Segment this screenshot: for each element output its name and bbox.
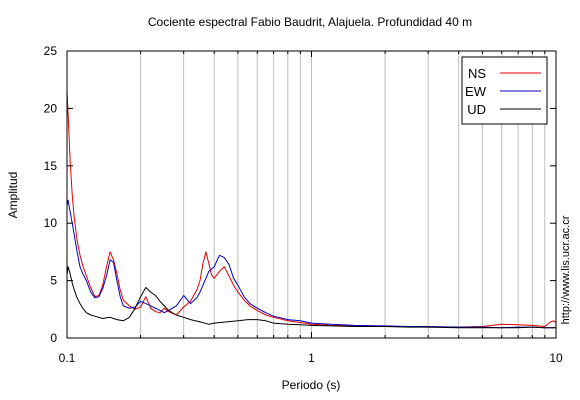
x-tick-label: 0.1 — [59, 351, 76, 365]
series-line-ew — [66, 199, 556, 329]
y-tick-label: 15 — [44, 159, 58, 173]
y-tick-label: 25 — [44, 44, 58, 58]
legend: NS EW UD — [461, 56, 548, 125]
legend-label-ew: EW — [465, 84, 487, 99]
axis-ticks: 0 5 10 15 20 25 0.1 1 10 — [44, 44, 563, 365]
x-tick-label: 10 — [549, 351, 563, 365]
y-tick-label: 0 — [50, 331, 57, 345]
series-lines — [66, 91, 557, 329]
legend-label-ud: UD — [467, 102, 486, 117]
website-url-text: http://www.lis.ucr.ac.cr — [560, 215, 572, 324]
x-tick-label: 1 — [308, 351, 315, 365]
gridlines — [140, 51, 546, 338]
y-axis-label: Amplitud — [6, 172, 20, 219]
y-tick-label: 10 — [44, 216, 58, 230]
x-axis-label: Periodo (s) — [282, 378, 341, 392]
legend-label-ns: NS — [468, 66, 486, 81]
series-line-ud — [66, 266, 556, 329]
y-tick-label: 5 — [50, 274, 57, 288]
y-tick-label: 20 — [44, 101, 58, 115]
chart-title: Cociente espectral Fabio Baudrit, Alajue… — [148, 15, 472, 29]
